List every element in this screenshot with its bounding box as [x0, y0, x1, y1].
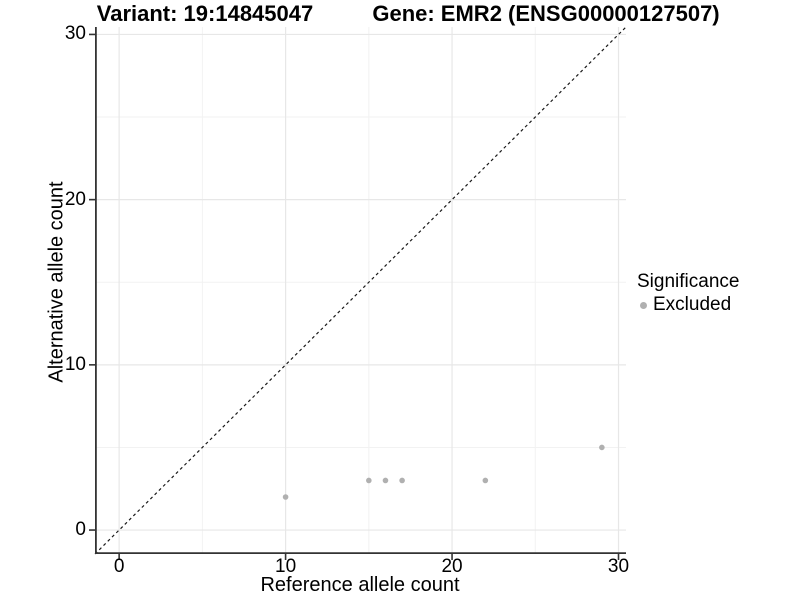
x-tick-label: 0 — [113, 556, 125, 577]
plot-title-gene: Gene: EMR2 (ENSG00000127507) — [372, 1, 720, 26]
legend-entry: Excluded — [637, 294, 739, 316]
legend: Significance Excluded — [637, 271, 739, 316]
x-tick-label: 20 — [441, 556, 463, 577]
y-tick-label: 20 — [64, 188, 86, 210]
data-point — [482, 477, 489, 484]
legend-entry-label: Excluded — [653, 294, 732, 315]
data-point — [599, 444, 605, 451]
data-point — [399, 477, 405, 484]
y-tick-label: 30 — [64, 23, 86, 45]
x-tick-label: 10 — [275, 556, 297, 577]
y-tick-label: 10 — [64, 353, 86, 375]
x-axis-title: Reference allele count — [260, 574, 460, 596]
y-tick-label: 0 — [75, 519, 86, 541]
plot-panel — [89, 26, 627, 560]
identity-line — [94, 26, 627, 555]
legend-key-dot-icon — [640, 301, 647, 309]
data-point — [366, 477, 372, 484]
legend-entries: Excluded — [637, 294, 739, 316]
data-point — [382, 477, 389, 484]
x-tick-label: 30 — [607, 556, 630, 577]
plot-title-variant: Variant: 19:14845047 — [96, 1, 314, 26]
legend-title: Significance — [637, 271, 740, 292]
data-point — [282, 494, 289, 500]
